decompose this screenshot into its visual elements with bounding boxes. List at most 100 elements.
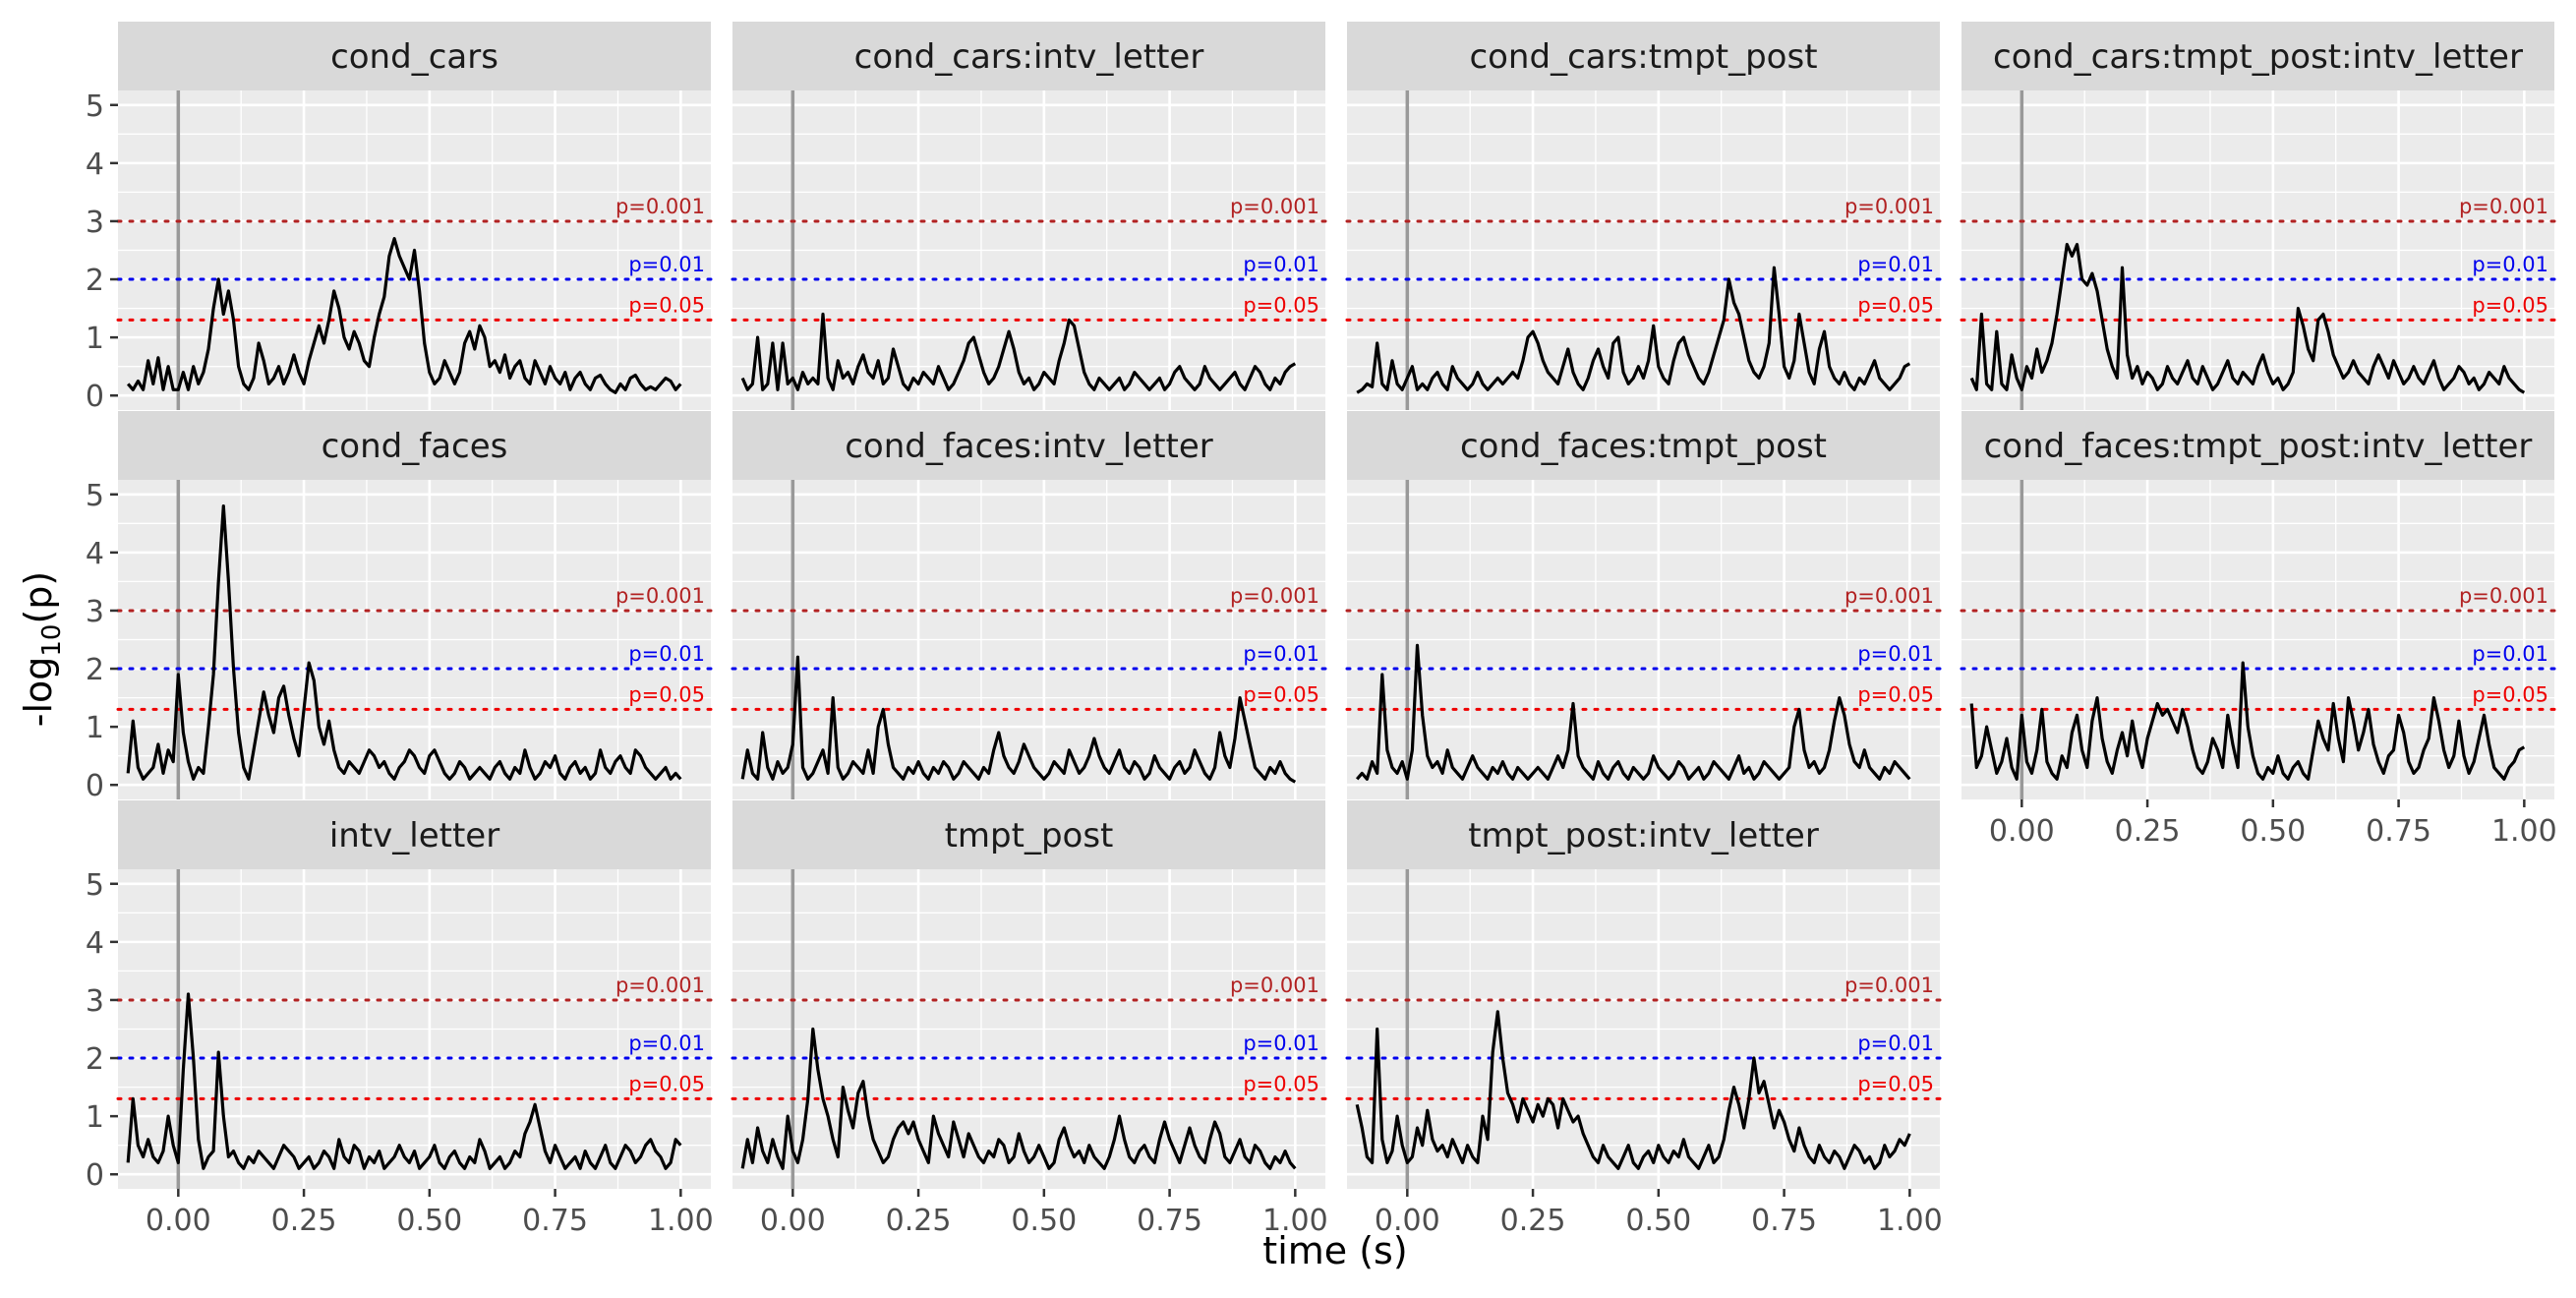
threshold-label: p=0.01 — [1857, 253, 1934, 276]
x-tick-label: 0.00 — [760, 1204, 826, 1238]
threshold-label: p=0.05 — [2472, 293, 2548, 317]
series-line — [1355, 1010, 1911, 1170]
y-tick-label: 4 — [86, 148, 104, 182]
threshold-label: p=0.05 — [1243, 1072, 1319, 1095]
y-tick-label: 3 — [86, 595, 104, 629]
threshold-label: p=0.001 — [615, 584, 705, 608]
threshold-label: p=0.001 — [615, 195, 705, 218]
threshold-label: p=0.001 — [1230, 584, 1319, 608]
series-line — [126, 503, 682, 781]
facet-panel: tmpt_post p=0.001 p=0.01 p=0.05 0.00 0.25 0.50… — [731, 800, 1328, 1238]
facet-title: tmpt_post — [945, 816, 1114, 856]
threshold-label: p=0.01 — [1243, 1032, 1319, 1055]
threshold-label: p=0.05 — [1857, 293, 1934, 317]
threshold-label: p=0.001 — [1844, 974, 1934, 997]
x-tick-label: 0.00 — [1375, 1204, 1440, 1238]
series-line — [126, 237, 682, 394]
threshold-label: p=0.05 — [1857, 682, 1934, 706]
facet-title: cond_cars:intv_letter — [854, 37, 1204, 77]
x-tick-label: 0.75 — [522, 1204, 588, 1238]
y-tick-label: 5 — [86, 479, 104, 513]
series-line — [1969, 661, 2526, 781]
threshold-label: p=0.001 — [1844, 195, 1934, 218]
threshold-label: p=0.05 — [628, 293, 705, 317]
threshold-label: p=0.01 — [2472, 642, 2548, 666]
threshold-label: p=0.001 — [1230, 195, 1319, 218]
facet-strip — [732, 800, 1325, 869]
threshold-label: p=0.05 — [1857, 1072, 1934, 1095]
facet-strip — [118, 22, 711, 90]
y-tick-label: 0 — [86, 1158, 104, 1193]
y-axis-title-tail: (p) — [17, 571, 60, 624]
y-tick-label: 2 — [86, 1042, 104, 1077]
series-line — [740, 655, 1297, 784]
facet-title: cond_cars:tmpt_post — [1469, 37, 1817, 77]
facet-title: tmpt_post:intv_letter — [1468, 816, 1819, 856]
facet-panel: cond_cars p=0.001 p=0.01 p=0.05 0 1 2 3 4 5 — [86, 22, 713, 414]
facet-panel: tmpt_post:intv_letter p=0.001 p=0.01 p=0.05… — [1345, 800, 1943, 1238]
facet-title: cond_cars:tmpt_post:intv_letter — [1993, 37, 2523, 77]
facet-strip — [118, 411, 711, 480]
y-tick-label: 4 — [86, 926, 104, 961]
x-tick-label: 0.50 — [1011, 1204, 1077, 1238]
facet-panel: cond_cars:intv_letter p=0.001 p=0.01 p=0.05 — [731, 22, 1327, 410]
y-tick-label: 5 — [86, 89, 104, 124]
y-tick-label: 0 — [86, 769, 104, 803]
threshold-label: p=0.01 — [628, 253, 705, 276]
x-tick-label: 0.75 — [1137, 1204, 1202, 1238]
threshold-label: p=0.01 — [1857, 642, 1934, 666]
threshold-label: p=0.001 — [2459, 584, 2548, 608]
x-tick-label: 1.00 — [2491, 814, 2557, 849]
series-line — [1969, 243, 2526, 394]
y-tick-label: 1 — [86, 1100, 104, 1135]
y-axis-title-subscript: 10 — [37, 624, 67, 657]
x-tick-label: 0.75 — [1751, 1204, 1817, 1238]
facet-title: cond_faces — [322, 427, 508, 466]
x-tick-label: 0.25 — [2115, 814, 2181, 849]
facet-panel: cond_faces:tmpt_post:intv_letter p=0.001 p… — [1960, 411, 2557, 849]
facet-strip — [1961, 22, 2554, 90]
threshold-label: p=0.05 — [1243, 682, 1319, 706]
series-line — [1355, 643, 1911, 781]
facet-strip — [1961, 411, 2554, 480]
x-tick-label: 0.50 — [2240, 814, 2306, 849]
y-tick-label: 2 — [86, 653, 104, 687]
y-tick-label: 3 — [86, 984, 104, 1019]
facet-panel: cond_faces:tmpt_post p=0.001 p=0.01 p=0.05 — [1345, 411, 1942, 799]
y-tick-label: 1 — [86, 322, 104, 356]
y-tick-label: 4 — [86, 537, 104, 571]
x-tick-label: 1.00 — [1877, 1204, 1943, 1238]
threshold-label: p=0.001 — [1230, 974, 1319, 997]
facet-title: cond_faces:tmpt_post:intv_letter — [1984, 427, 2533, 466]
threshold-label: p=0.01 — [1243, 253, 1319, 276]
threshold-label: p=0.001 — [615, 974, 705, 997]
facet-title: intv_letter — [329, 816, 499, 856]
facet-panel: cond_cars:tmpt_post p=0.001 p=0.01 p=0.05 — [1345, 22, 1942, 410]
x-axis-title: time (s) — [1262, 1229, 1407, 1272]
x-tick-label: 0.00 — [146, 1204, 211, 1238]
threshold-label: p=0.001 — [2459, 195, 2548, 218]
threshold-label: p=0.01 — [628, 1032, 705, 1055]
facet-strip — [1347, 800, 1940, 869]
threshold-label: p=0.05 — [2472, 682, 2548, 706]
y-tick-label: 2 — [86, 264, 104, 298]
x-tick-label: 0.75 — [2366, 814, 2431, 849]
series-line — [740, 1027, 1297, 1170]
x-tick-label: 0.25 — [271, 1204, 337, 1238]
y-tick-label: 5 — [86, 868, 104, 903]
threshold-label: p=0.05 — [1243, 293, 1319, 317]
facet-title: cond_faces:intv_letter — [845, 427, 1213, 466]
y-axis-title: -log10(p) — [17, 571, 67, 728]
x-tick-label: 1.00 — [1262, 1204, 1328, 1238]
x-tick-label: 0.25 — [886, 1204, 952, 1238]
x-tick-label: 0.50 — [1625, 1204, 1691, 1238]
facet-title: cond_cars — [330, 37, 498, 77]
y-axis-title-main: -log — [17, 657, 60, 728]
facet-title: cond_faces:tmpt_post — [1460, 427, 1827, 466]
threshold-label: p=0.01 — [2472, 253, 2548, 276]
x-tick-label: 1.00 — [648, 1204, 714, 1238]
y-tick-label: 1 — [86, 711, 104, 745]
facet-strip — [732, 22, 1325, 90]
facet-strip — [1347, 22, 1940, 90]
